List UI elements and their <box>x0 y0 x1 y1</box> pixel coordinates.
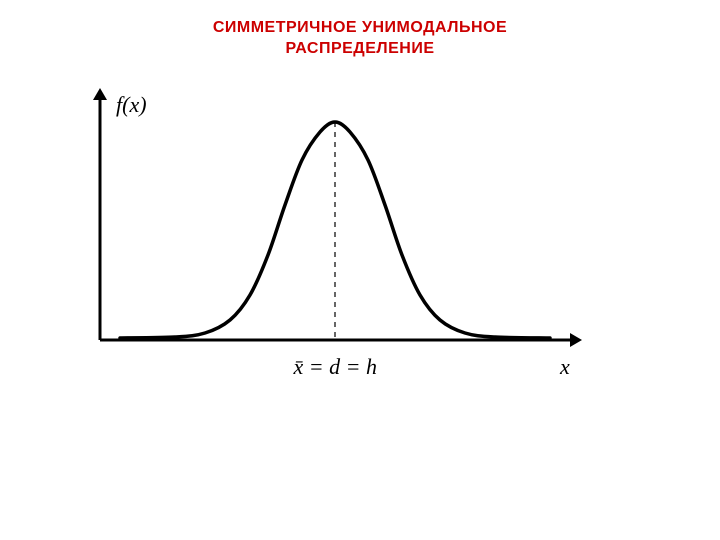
title-line2: РАСПРЕДЕЛЕНИЕ <box>285 40 434 57</box>
chart-title: СИММЕТРИЧНОЕ УНИМОДАЛЬНОЕ РАСПРЕДЕЛЕНИЕ <box>0 18 720 60</box>
center-tick-label: x̄ = d = h <box>294 354 377 380</box>
y-axis-label: f(x) <box>116 92 147 118</box>
title-line1: СИММЕТРИЧНОЕ УНИМОДАЛЬНОЕ <box>213 19 507 36</box>
distribution-chart: f(x) x x̄ = d = h <box>40 80 600 400</box>
chart-svg <box>40 80 600 400</box>
x-axis-label: x <box>560 354 570 380</box>
